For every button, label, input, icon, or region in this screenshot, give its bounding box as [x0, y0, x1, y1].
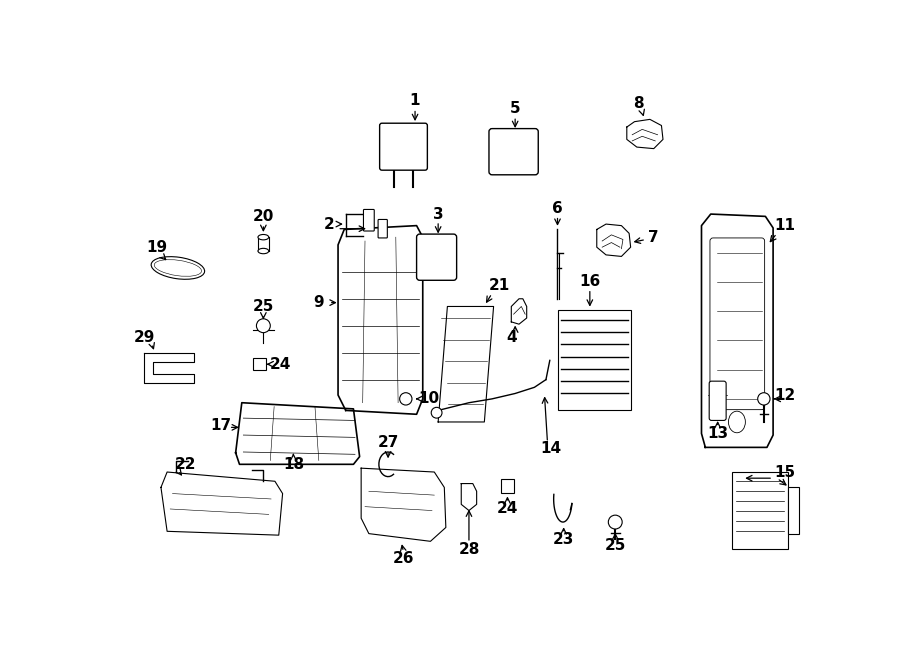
- Text: 22: 22: [175, 457, 196, 472]
- Circle shape: [256, 319, 270, 332]
- Ellipse shape: [258, 235, 269, 240]
- Text: 14: 14: [541, 442, 562, 456]
- Text: 4: 4: [506, 330, 517, 345]
- Text: 16: 16: [580, 274, 600, 289]
- Text: 1: 1: [410, 93, 420, 108]
- Text: 25: 25: [605, 537, 626, 553]
- Text: 25: 25: [253, 299, 274, 314]
- Text: 7: 7: [648, 229, 659, 245]
- Bar: [733, 472, 788, 549]
- Text: 28: 28: [458, 541, 480, 557]
- Text: 2: 2: [323, 217, 334, 231]
- Text: 3: 3: [433, 207, 444, 221]
- Text: 15: 15: [774, 465, 796, 479]
- Circle shape: [758, 393, 770, 405]
- FancyBboxPatch shape: [364, 210, 374, 231]
- FancyBboxPatch shape: [709, 381, 726, 420]
- Text: 10: 10: [418, 391, 439, 407]
- FancyBboxPatch shape: [710, 238, 765, 410]
- Text: 19: 19: [147, 240, 167, 254]
- Circle shape: [608, 515, 622, 529]
- Text: 9: 9: [313, 295, 324, 310]
- Text: 6: 6: [552, 201, 562, 216]
- Text: 23: 23: [553, 532, 574, 547]
- Text: 18: 18: [283, 457, 304, 472]
- FancyBboxPatch shape: [489, 129, 538, 175]
- Text: 26: 26: [392, 551, 414, 566]
- Text: 13: 13: [707, 426, 728, 441]
- Ellipse shape: [728, 411, 745, 433]
- Circle shape: [431, 407, 442, 418]
- Bar: [557, 310, 631, 410]
- Text: 20: 20: [253, 209, 274, 224]
- Text: 24: 24: [270, 357, 291, 371]
- Circle shape: [400, 393, 412, 405]
- Bar: [500, 479, 515, 493]
- Text: 11: 11: [774, 218, 796, 233]
- FancyBboxPatch shape: [417, 234, 456, 280]
- Text: 12: 12: [774, 387, 796, 403]
- Text: 27: 27: [377, 435, 399, 450]
- Bar: [254, 358, 266, 370]
- Text: 29: 29: [133, 330, 155, 345]
- FancyBboxPatch shape: [380, 123, 428, 170]
- Text: 17: 17: [211, 418, 231, 434]
- Ellipse shape: [154, 260, 202, 276]
- Text: 5: 5: [509, 101, 520, 116]
- Bar: [788, 487, 799, 533]
- Text: 8: 8: [633, 97, 643, 112]
- FancyBboxPatch shape: [378, 219, 387, 238]
- Text: 24: 24: [497, 502, 518, 516]
- Text: 21: 21: [489, 278, 510, 293]
- Ellipse shape: [151, 256, 204, 280]
- Ellipse shape: [258, 249, 269, 254]
